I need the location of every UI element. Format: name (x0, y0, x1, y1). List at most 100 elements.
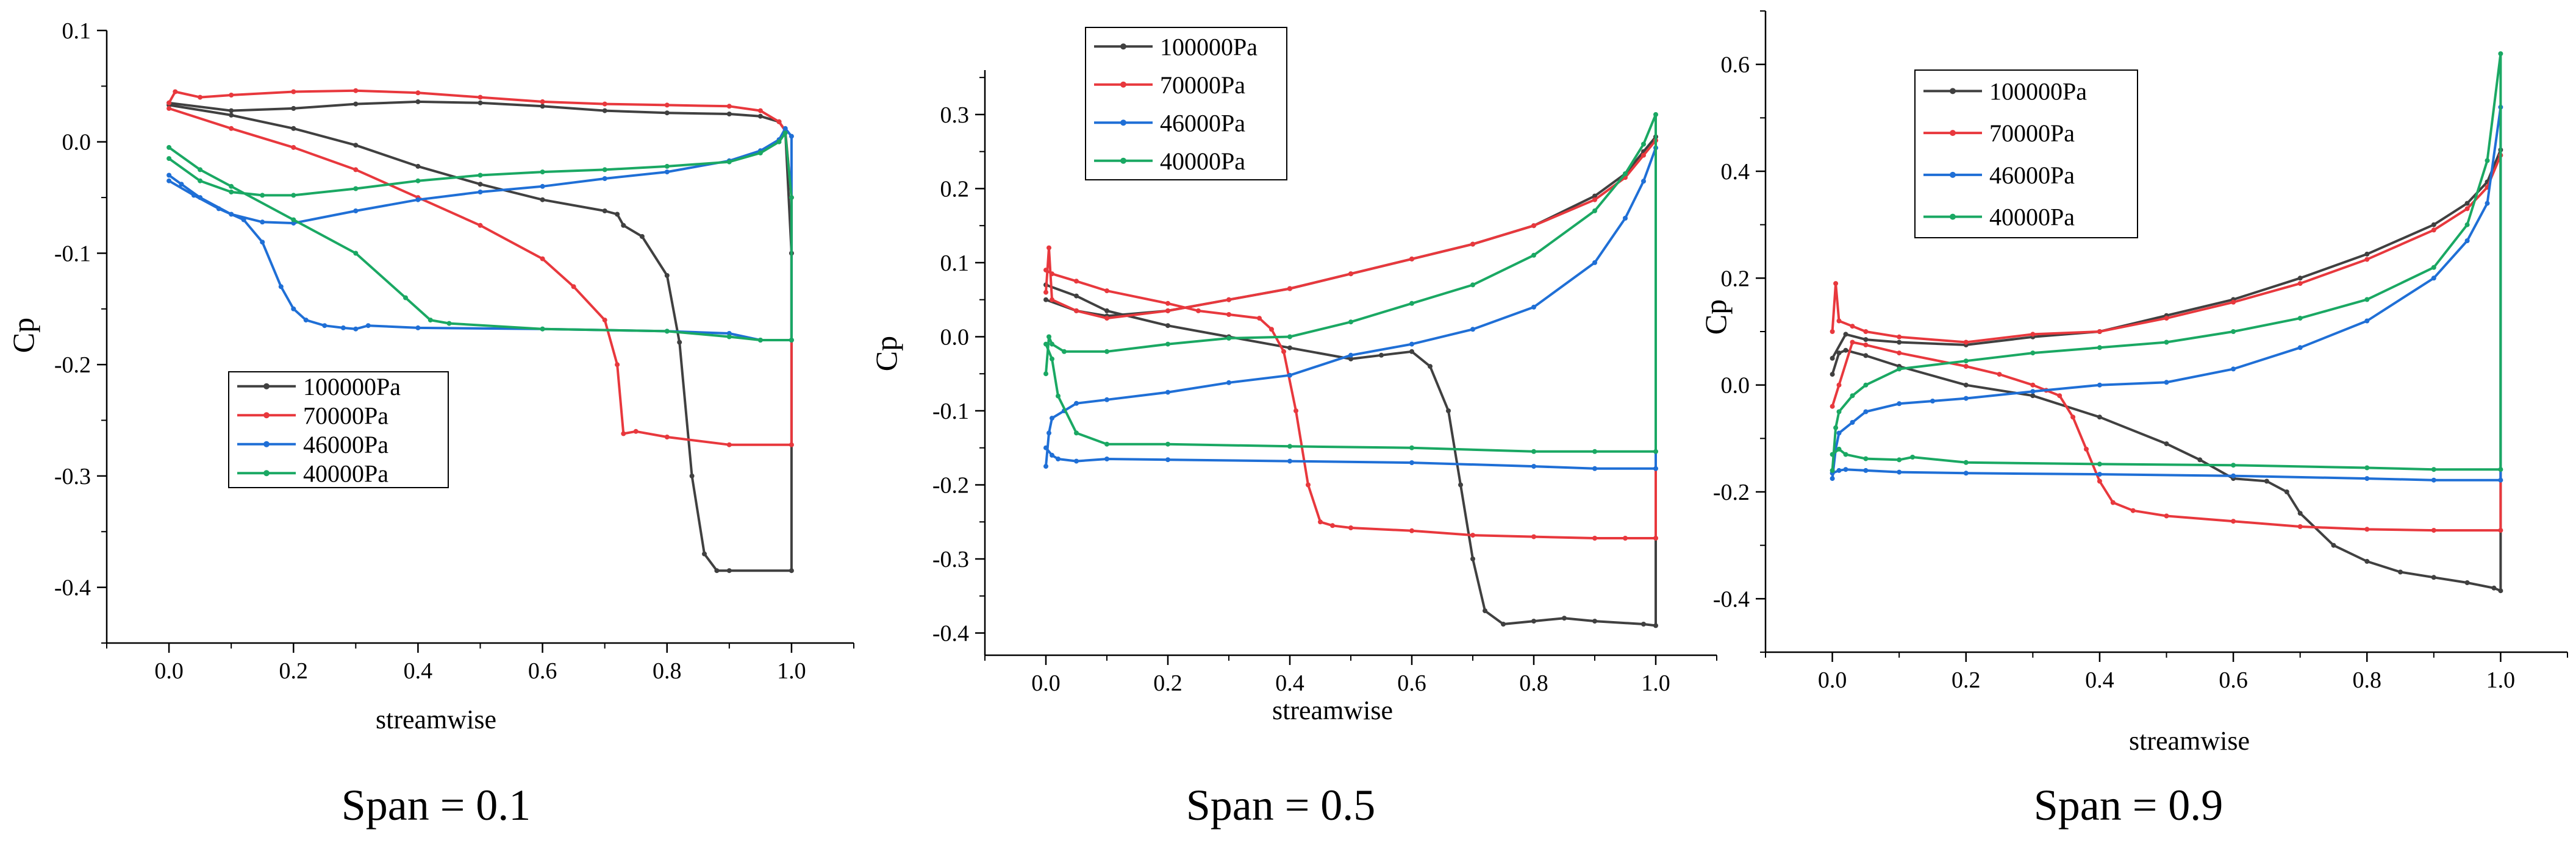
legend-frame (1914, 69, 2138, 238)
series-40000Pa (1043, 112, 1658, 454)
data-point (1046, 334, 1051, 339)
x-tick-label: 0.4 (1275, 670, 1304, 696)
data-point (776, 119, 782, 124)
data-point (1653, 466, 1658, 471)
x-axis-title: streamwise (1272, 695, 1393, 725)
x-tick-label: 0.6 (1397, 670, 1426, 696)
data-point (291, 306, 296, 311)
legend-marker (263, 441, 270, 447)
data-point (726, 334, 732, 339)
data-point (789, 338, 794, 343)
data-point (714, 568, 720, 574)
data-point (1043, 445, 1048, 450)
data-point (1963, 358, 1969, 364)
data-point (1074, 400, 1079, 406)
data-point (1226, 335, 1231, 341)
data-point (1226, 380, 1231, 385)
data-point (602, 108, 607, 113)
data-point (2364, 297, 2370, 302)
data-point (2164, 316, 2169, 321)
y-tick-label: 0.0 (62, 130, 91, 155)
data-point (229, 212, 234, 217)
data-point (1850, 324, 1855, 329)
data-point (415, 163, 421, 169)
data-point (291, 193, 296, 198)
data-point (428, 318, 433, 323)
data-point (1592, 619, 1597, 624)
series-100000Pa (166, 99, 794, 574)
y-axis-title: Cp (869, 336, 903, 371)
data-point (2231, 519, 2236, 524)
data-point (1863, 467, 1869, 473)
chart-panel-1: 0.0 0.2 0.4 0.6 0.8 1.0 -0.4 -0.3 -0.2 -0.1 0.0 0.1… (6, 18, 854, 830)
data-point (664, 329, 670, 334)
legend-label: 70000Pa (303, 402, 388, 429)
data-point (664, 435, 670, 439)
data-point (1623, 216, 1628, 221)
data-point (1104, 316, 1109, 321)
panel-caption: Span = 0.1 (342, 781, 531, 830)
data-point (2110, 500, 2116, 505)
data-point (229, 126, 234, 131)
data-point (1306, 482, 1311, 488)
data-point (2057, 393, 2063, 399)
series-40000Pa (1830, 51, 2503, 473)
data-point (1863, 409, 1869, 414)
data-point (757, 113, 763, 119)
y-tick-label: 0.4 (1721, 159, 1750, 185)
data-point (1348, 352, 1353, 358)
y-tick-label: 0.0 (940, 324, 970, 350)
data-point (2498, 467, 2503, 472)
y-tick-label: -0.3 (54, 464, 91, 489)
data-point (340, 325, 346, 330)
x-tick-label: 0.6 (528, 658, 557, 684)
data-point (1897, 366, 1902, 372)
data-point (2464, 222, 2470, 227)
data-point (2364, 476, 2370, 482)
data-point (1104, 457, 1109, 461)
data-point (1850, 339, 1855, 345)
data-point (2097, 472, 2102, 477)
data-point (2431, 227, 2436, 233)
data-point (2284, 489, 2289, 494)
data-point (2431, 575, 2436, 580)
data-point (1050, 297, 1054, 302)
data-point (615, 362, 620, 368)
data-point (1833, 425, 1839, 430)
data-point (478, 94, 483, 100)
data-point (2164, 513, 2169, 519)
data-point (664, 102, 670, 108)
data-point (789, 195, 794, 201)
x-tick-label: 0.8 (2353, 667, 2382, 693)
series-46000Pa (1043, 145, 1658, 471)
data-point (726, 104, 732, 109)
data-point (1963, 364, 1969, 369)
data-point (1863, 329, 1869, 334)
data-point (415, 178, 421, 183)
data-point (291, 89, 296, 94)
data-point (540, 326, 545, 332)
data-point (353, 167, 359, 172)
data-point (1833, 281, 1839, 286)
data-point (2464, 580, 2470, 585)
data-point (1562, 616, 1567, 621)
x-tick-label: 1.0 (777, 658, 806, 684)
data-point (1330, 523, 1335, 528)
data-point (1836, 430, 1842, 436)
legend-label: 70000Pa (1160, 71, 1245, 99)
series-70000Pa (1830, 152, 2503, 533)
data-point (353, 101, 359, 107)
data-point (1963, 396, 1969, 401)
y-tick-label: -0.4 (1713, 586, 1750, 612)
data-point (1062, 349, 1067, 354)
x-tick-label: 0.4 (2085, 667, 2114, 693)
data-point (446, 321, 452, 326)
data-point (241, 217, 246, 222)
data-point (2364, 527, 2370, 532)
series-40000Pa (166, 130, 794, 343)
data-point (166, 100, 172, 105)
data-point (1830, 329, 1835, 334)
data-point (1056, 457, 1061, 461)
